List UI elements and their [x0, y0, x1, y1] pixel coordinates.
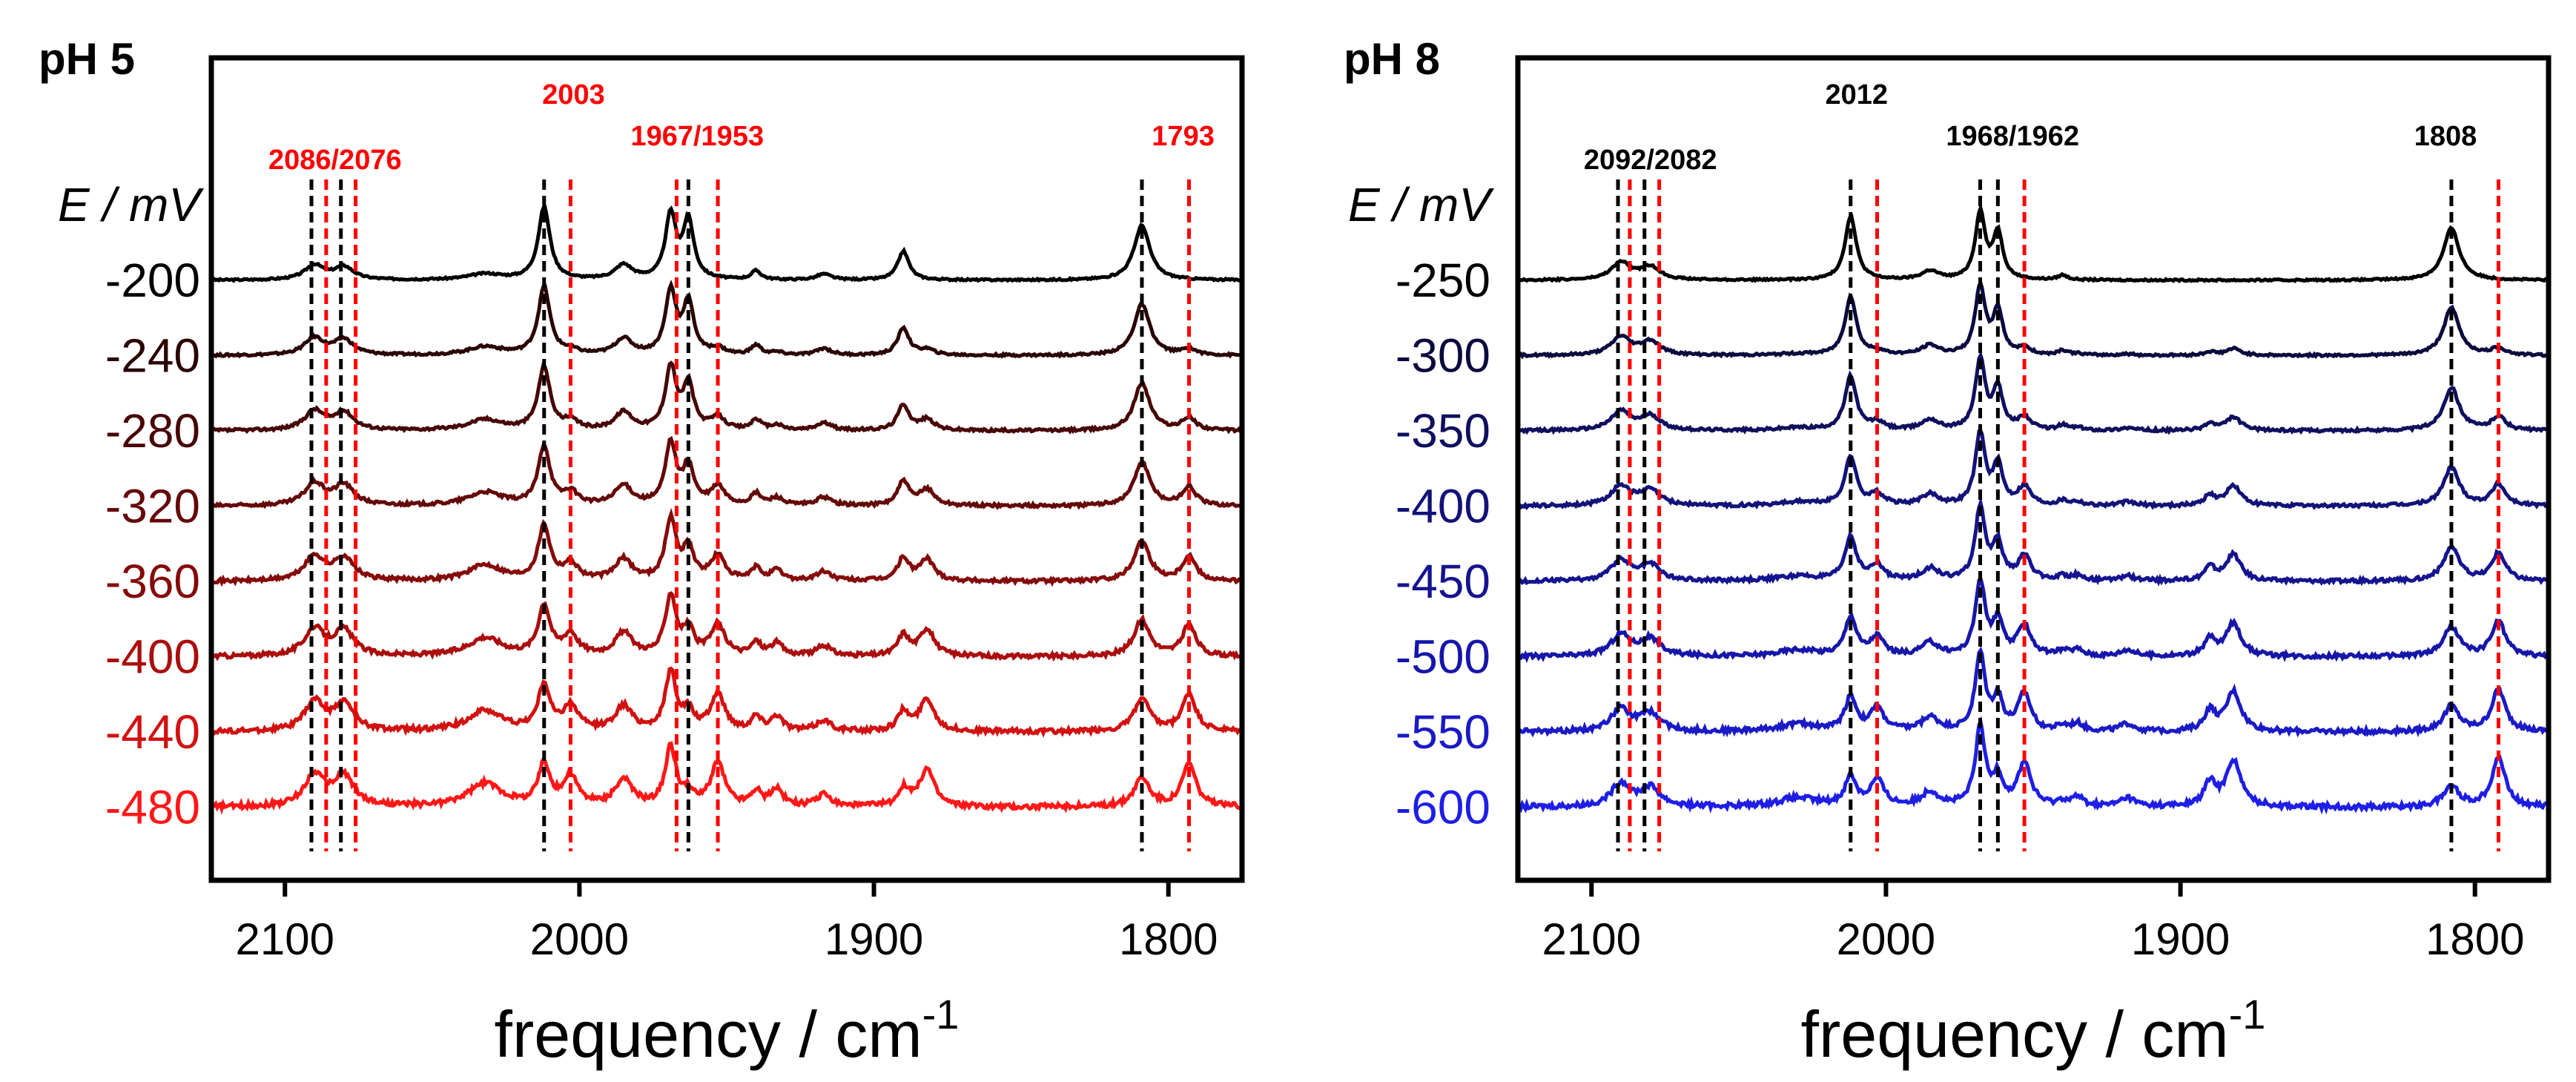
- panel-title: pH 5: [39, 34, 135, 84]
- x-axis-label: frequency / cm-1: [1801, 991, 2266, 1071]
- spectrum-line: [1517, 646, 2550, 738]
- y-axis-label: E / mV: [1348, 178, 1494, 231]
- series-label: -600: [1396, 781, 1490, 834]
- series-label: -320: [105, 480, 200, 533]
- peak-annotation: 1808: [2414, 121, 2477, 152]
- x-axis-label: frequency / cm-1: [495, 991, 960, 1071]
- spectrum-line: [210, 435, 1244, 510]
- spectrum-line: [1516, 429, 2550, 511]
- spectrum-line: [211, 507, 1244, 587]
- series-label: -300: [1396, 329, 1490, 383]
- spectrum-line: [211, 358, 1243, 435]
- x-tick-label: 1800: [2425, 914, 2524, 964]
- spectrum-line: [209, 741, 1244, 815]
- series-label: -400: [105, 630, 200, 684]
- spectrum-line: [211, 205, 1243, 283]
- series-label: -200: [105, 254, 200, 307]
- spectrum-line: [1517, 496, 2549, 587]
- series-label: -550: [1396, 705, 1490, 759]
- x-tick-label: 1800: [1119, 914, 1218, 964]
- plot-frame: [208, 55, 1245, 883]
- spectrum-line: [210, 591, 1244, 662]
- peak-annotation: 1968/1962: [1946, 121, 2079, 152]
- x-tick-label: 2100: [1542, 914, 1641, 964]
- plot-frame: [1515, 55, 2552, 883]
- spectrum-line: [1516, 716, 2551, 815]
- spectrum-line: [1517, 202, 2549, 283]
- series-label: -400: [1396, 480, 1490, 533]
- x-tick-label: 1900: [825, 914, 923, 964]
- series-label: -280: [105, 404, 200, 458]
- x-tick-label: 2000: [1837, 914, 1935, 964]
- y-axis-label: E / mV: [58, 178, 204, 231]
- series-label: -360: [105, 555, 200, 608]
- peak-annotation: 2012: [1825, 79, 1888, 110]
- panel-ph8: pH 8 E / mV -250 -300 -350 -400 -450 -500 -550 -6…: [1344, 34, 2552, 1071]
- peak-annotation: 2003: [542, 79, 605, 110]
- spectrum-line: [1516, 278, 2550, 360]
- peak-annotation: 1793: [1152, 121, 1215, 152]
- x-tick-label: 1900: [2131, 914, 2230, 964]
- spectrum-line: [1518, 350, 2549, 435]
- spectrum-line: [210, 280, 1243, 359]
- series-label: -450: [1396, 555, 1490, 608]
- spectrum-line: [1516, 575, 2550, 664]
- series-label: -240: [105, 329, 200, 383]
- peak-annotation: 1967/1953: [630, 121, 764, 152]
- peak-annotation: 2086/2076: [268, 145, 402, 176]
- spectrum-line: [211, 666, 1243, 739]
- series-label: -440: [105, 705, 200, 759]
- series-label: -250: [1396, 254, 1490, 307]
- series-label: -480: [105, 781, 200, 834]
- series-label: -350: [1396, 404, 1490, 458]
- panel-title: pH 8: [1344, 34, 1440, 84]
- x-tick-label: 2100: [236, 914, 334, 964]
- peak-annotation: 2092/2082: [1584, 145, 1717, 176]
- x-tick-label: 2000: [530, 914, 629, 964]
- panel-ph5: pH 5 E / mV -200 -240 -280 -320 -360 -400 -440 -4…: [39, 34, 1245, 1071]
- series-label: -500: [1396, 630, 1490, 684]
